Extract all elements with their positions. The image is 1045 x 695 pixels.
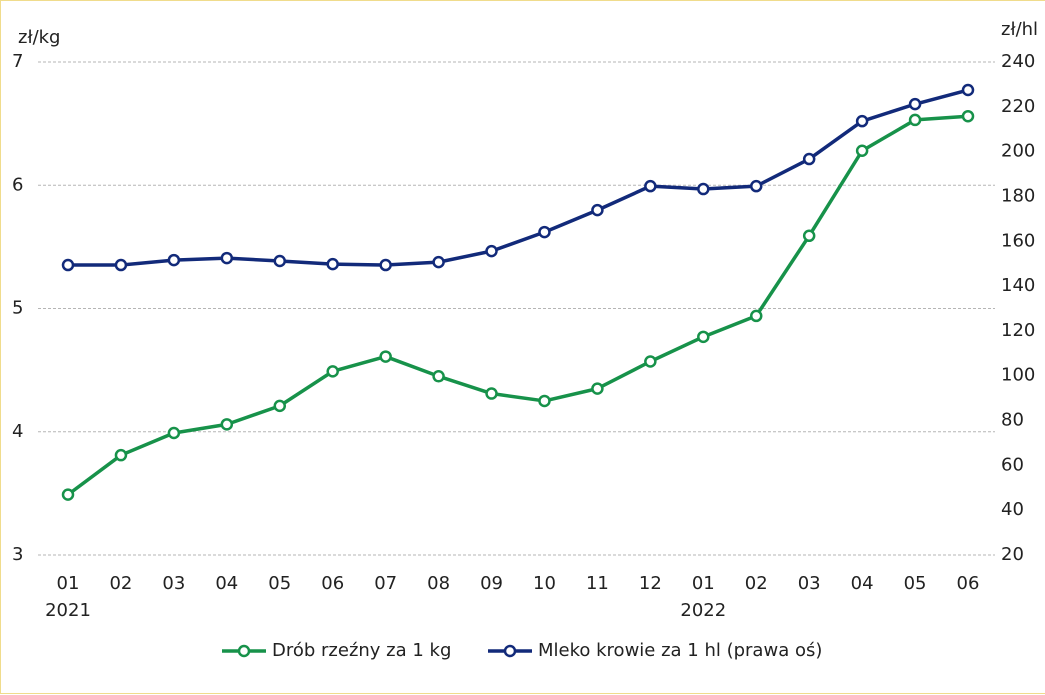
y-tick-label: 5 [12, 298, 23, 319]
y2-tick-label: 140 [1001, 275, 1035, 296]
y-axis-label: zł/kg [18, 27, 60, 48]
data-point [855, 114, 869, 128]
data-point [644, 355, 657, 368]
x-tick-label: 03 [798, 573, 821, 594]
y2-tick-label: 160 [1001, 230, 1035, 251]
x-tick-label: 04 [215, 573, 238, 594]
data-point [538, 394, 551, 408]
data-point [855, 144, 869, 157]
x-tick-label: 08 [427, 573, 450, 594]
data-point [961, 83, 975, 97]
x-tick-label: 01 [57, 573, 80, 594]
data-point [220, 418, 234, 431]
legend-marker [237, 644, 251, 658]
data-point [379, 350, 392, 363]
y-tick-label: 6 [12, 174, 23, 195]
data-point [273, 399, 287, 413]
data-point [167, 426, 181, 440]
legend-label: Drób rzeźny za 1 kg [272, 640, 451, 661]
data-point [485, 387, 498, 400]
data-point [432, 255, 445, 269]
y2-tick-label: 100 [1001, 365, 1035, 386]
year-label: 2021 [45, 600, 91, 621]
data-point [591, 382, 604, 395]
x-tick-label: 10 [533, 573, 556, 594]
y2-tick-label: 200 [1001, 141, 1035, 162]
data-point [167, 253, 181, 267]
y2-tick-label: 80 [1001, 410, 1024, 431]
data-point [697, 330, 710, 344]
x-tick-label: 06 [321, 573, 344, 594]
data-point [432, 370, 445, 383]
data-point [749, 179, 763, 193]
data-point [538, 225, 551, 239]
y2-tick-label: 120 [1001, 320, 1035, 341]
y2-tick-label: 60 [1001, 454, 1024, 475]
legend-marker [503, 644, 517, 658]
data-point [697, 182, 710, 196]
x-tick-label: 04 [851, 573, 874, 594]
data-point [908, 113, 922, 127]
x-tick-label: 05 [268, 573, 291, 594]
x-tick-label: 05 [904, 573, 927, 594]
data-point [273, 254, 287, 268]
y2-tick-label: 240 [1001, 51, 1035, 72]
data-point [802, 229, 816, 243]
x-tick-label: 12 [639, 573, 662, 594]
data-point [326, 257, 339, 271]
data-point [61, 488, 75, 501]
y-tick-label: 7 [12, 51, 23, 72]
y2-tick-label: 220 [1001, 96, 1035, 117]
series-line [68, 88, 969, 267]
x-tick-label: 01 [692, 573, 715, 594]
data-point [220, 251, 234, 265]
x-tick-label: 07 [374, 573, 397, 594]
x-tick-label: 03 [162, 573, 185, 594]
data-point [61, 258, 75, 272]
data-point [485, 244, 498, 258]
data-point [644, 179, 657, 193]
y-tick-label: 4 [12, 421, 23, 442]
x-tick-label: 06 [957, 573, 980, 594]
data-point [114, 448, 128, 462]
data-point [961, 109, 975, 123]
data-point [749, 309, 763, 323]
data-point [114, 258, 128, 272]
x-tick-label: 02 [109, 573, 132, 594]
x-tick-label: 09 [480, 573, 503, 594]
data-point [802, 152, 816, 166]
y2-axis-label: zł/hl [1001, 19, 1038, 40]
x-tick-label: 11 [586, 573, 609, 594]
data-point [591, 203, 604, 217]
series-line [66, 114, 969, 497]
y2-tick-label: 20 [1001, 544, 1024, 565]
y-tick-label: 3 [12, 544, 23, 565]
data-point [379, 258, 392, 272]
year-label: 2022 [680, 600, 726, 621]
legend-label: Mleko krowie za 1 hl (prawa oś) [538, 640, 822, 661]
x-tick-label: 02 [745, 573, 768, 594]
y2-tick-label: 40 [1001, 499, 1024, 520]
y2-tick-label: 180 [1001, 185, 1035, 206]
data-point [326, 365, 339, 378]
data-point [908, 97, 922, 111]
